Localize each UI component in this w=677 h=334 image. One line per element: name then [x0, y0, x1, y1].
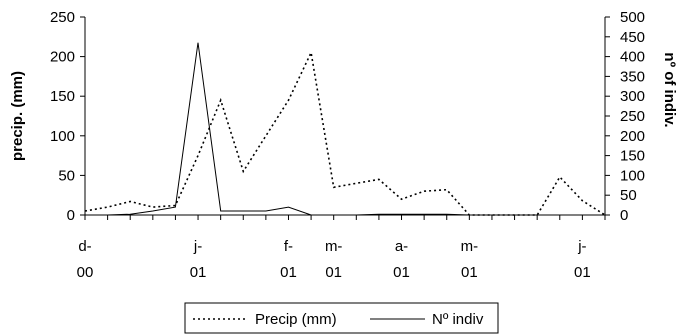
left-tick-label: 150 — [50, 88, 75, 105]
series-line-precip — [84, 49, 606, 216]
left-tick-label: 100 — [50, 128, 75, 145]
x-tick-label-line2: 01 — [325, 264, 342, 281]
right-tick-label: 200 — [620, 128, 645, 145]
x-tick-label-line1: a- — [395, 238, 408, 255]
right-tick-label: 400 — [620, 49, 645, 66]
right-tick-label: 100 — [620, 167, 645, 184]
right-axis-ticks: 0 50 100 150 200 250 300 350 400 450 500 — [605, 9, 645, 224]
right-tick-label: 150 — [620, 148, 645, 165]
left-tick-label: 50 — [58, 167, 75, 184]
right-tick-label: 500 — [620, 9, 645, 26]
legend-box — [184, 302, 499, 334]
right-tick-label: 350 — [620, 68, 645, 85]
legend-label-precip: Precip (mm) — [255, 311, 337, 328]
x-tick-label-line1: d- — [78, 238, 91, 255]
left-axis-title: precip. (mm) — [9, 71, 26, 161]
series-lines — [84, 42, 606, 216]
x-tick-label-line1: f- — [284, 238, 293, 255]
x-tick-label-line2: 01 — [190, 264, 207, 281]
right-tick-label: 250 — [620, 108, 645, 125]
right-axis-title: nº of indiv. — [661, 52, 677, 127]
right-tick-label: 450 — [620, 29, 645, 46]
left-tick-label: 200 — [50, 49, 75, 66]
right-tick-label: 0 — [620, 207, 628, 224]
x-tick-label-line2: 01 — [393, 264, 410, 281]
x-axis-ticks: d- 00 j- 01 f- 01 m- 01 a- 01 m- 01 j- 01 — [77, 215, 606, 281]
x-tick-label-line2: 01 — [461, 264, 478, 281]
x-tick-label-line2: 00 — [77, 264, 94, 281]
left-tick-label: 250 — [50, 9, 75, 26]
right-tick-label: 300 — [620, 88, 645, 105]
x-tick-label-line2: 01 — [280, 264, 297, 281]
legend-label-indiv: Nº indiv — [432, 311, 484, 328]
x-tick-label-line1: m- — [461, 238, 479, 255]
left-axis-ticks: 0 50 100 150 200 250 — [50, 9, 85, 224]
legend: Precip (mm) Nº indiv — [184, 302, 499, 334]
x-tick-label-line1: j- — [193, 238, 202, 255]
left-tick-label: 0 — [67, 207, 75, 224]
x-tick-label-line2: 01 — [574, 264, 591, 281]
right-tick-label: 50 — [620, 187, 637, 204]
x-tick-label-line1: m- — [325, 238, 343, 255]
x-tick-label-line1: j- — [577, 238, 586, 255]
series-line-indiv — [85, 42, 605, 216]
